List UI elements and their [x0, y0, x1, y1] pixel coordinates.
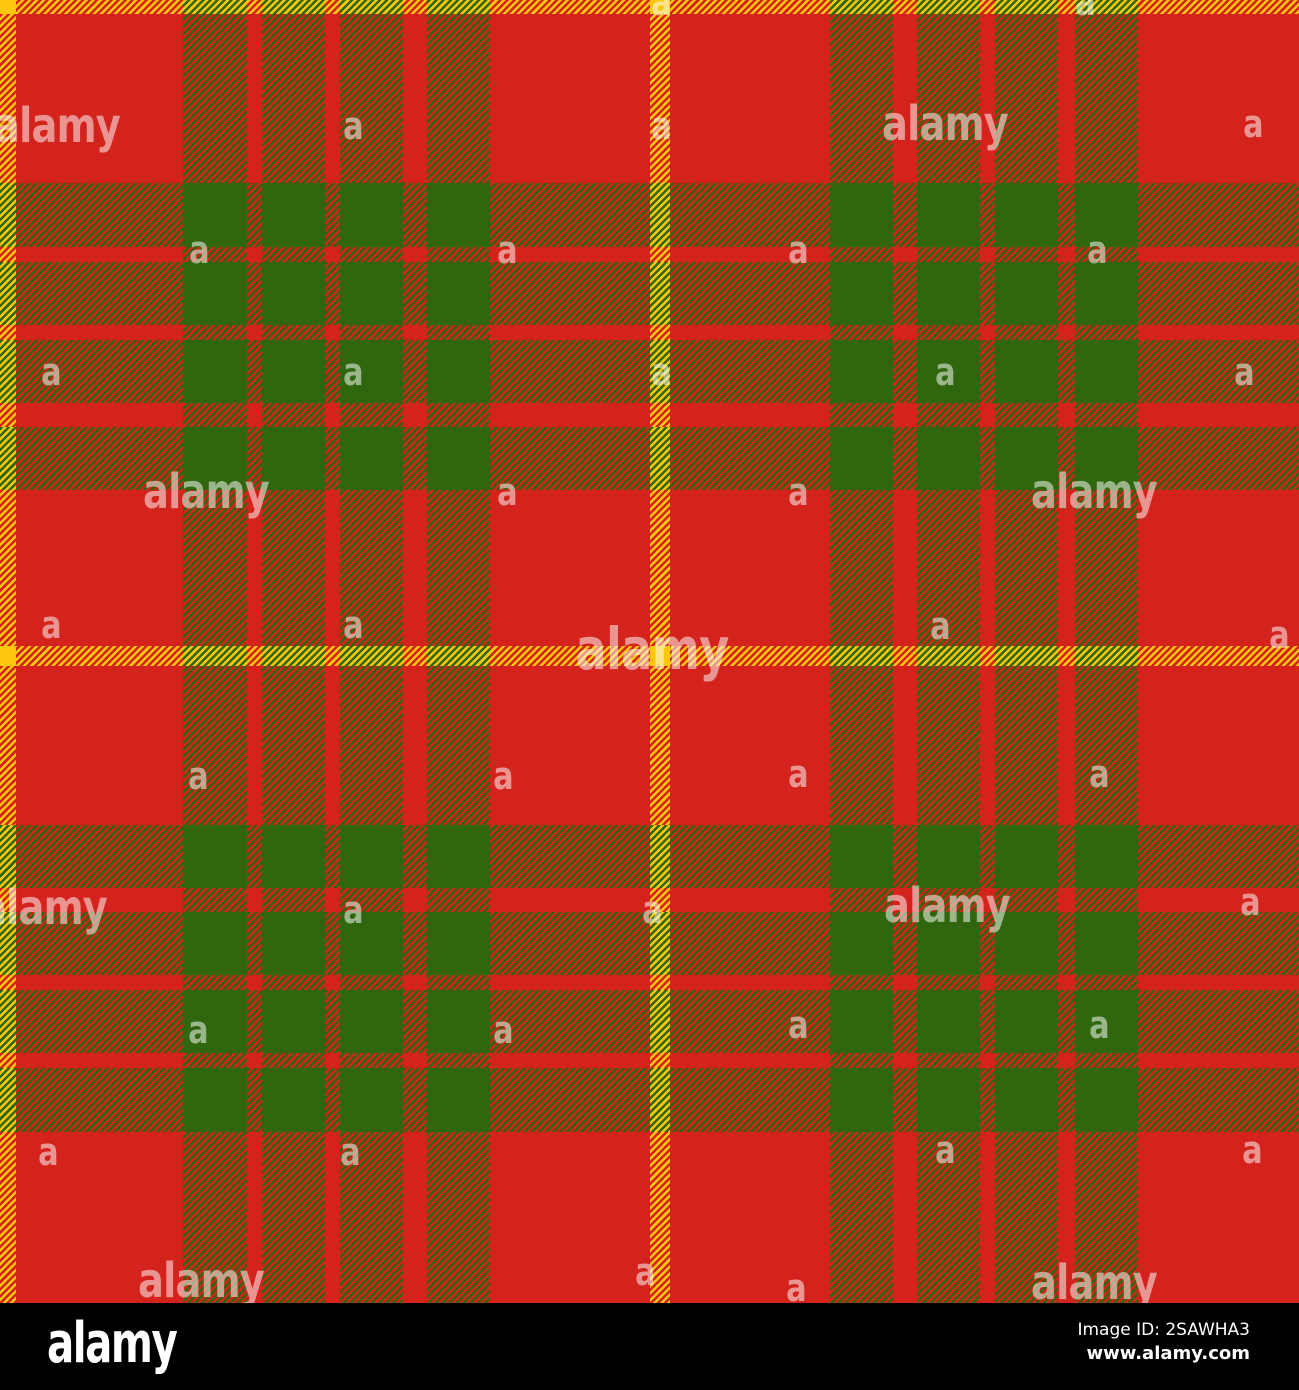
footer-meta: Image ID: 2SAWHA3 www.alamy.com	[1077, 1318, 1250, 1366]
weft-stripe-red	[0, 490, 1299, 646]
weft-stripe-green	[0, 262, 1299, 325]
weft-stripe-yellow	[0, 0, 1299, 14]
weft-stripe-green	[0, 183, 1299, 247]
weft-stripe-red	[0, 1132, 1299, 1303]
weft-stripe-red	[0, 325, 1299, 340]
weft-stripe-green	[0, 912, 1299, 975]
weft-stripe-red	[0, 403, 1299, 427]
weft-stripe-yellow	[0, 646, 1299, 666]
weft-stripe-green	[0, 340, 1299, 403]
alamy-logo: alamy	[47, 1311, 178, 1376]
weft-stripe-red	[0, 14, 1299, 183]
footer-bar: alamy Image ID: 2SAWHA3 www.alamy.com	[0, 1303, 1299, 1390]
weft-stripe-red	[0, 975, 1299, 990]
website-label: www.alamy.com	[1086, 1343, 1250, 1364]
weft-stripe-red	[0, 1053, 1299, 1068]
tartan-swatch: alamyalamyalamyalamyalamyalamyalamyalamy…	[0, 0, 1299, 1303]
image-id-label: Image ID: 2SAWHA3	[1077, 1320, 1250, 1340]
weft-stripe-green	[0, 990, 1299, 1053]
weft-stripe-red	[0, 247, 1299, 262]
weft-stripe-green	[0, 825, 1299, 888]
weft-stripe-green	[0, 1068, 1299, 1132]
weft-stripe-green	[0, 427, 1299, 490]
weft-stripe-red	[0, 888, 1299, 912]
weft-stripe-red	[0, 666, 1299, 825]
